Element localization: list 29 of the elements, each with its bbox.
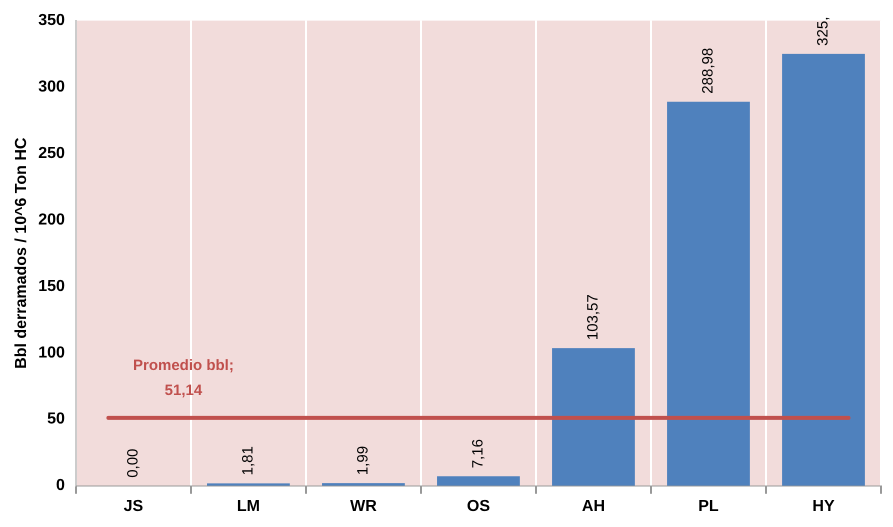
bar bbox=[667, 102, 750, 486]
data-label: 0,00 bbox=[124, 448, 142, 478]
data-label: 1,81 bbox=[240, 446, 257, 476]
x-tick-label: HY bbox=[812, 498, 835, 515]
y-tick-label: 300 bbox=[38, 78, 65, 96]
x-tick-label: LM bbox=[236, 498, 260, 515]
y-tick-label: 0 bbox=[56, 477, 65, 494]
bar bbox=[552, 348, 635, 486]
y-tick-label: 50 bbox=[47, 410, 65, 428]
x-tick-label: OS bbox=[466, 498, 490, 515]
y-tick-label: 350 bbox=[38, 12, 65, 30]
y-tick-label: 250 bbox=[38, 144, 65, 162]
bar bbox=[782, 54, 865, 486]
x-tick-label: PL bbox=[698, 498, 719, 515]
x-tick-label: AH bbox=[582, 498, 606, 515]
data-label: 288,98 bbox=[700, 48, 717, 94]
data-label: 1,99 bbox=[354, 446, 372, 476]
data-label: 7,16 bbox=[470, 439, 487, 468]
y-axis-title: Bbl derramados / 10^6 Ton HC bbox=[13, 137, 30, 369]
bar bbox=[437, 476, 520, 486]
y-tick-label: 150 bbox=[38, 278, 65, 295]
y-tick-label: 200 bbox=[38, 211, 65, 228]
x-tick-label: JS bbox=[124, 498, 144, 515]
data-label: 103,57 bbox=[584, 294, 602, 340]
x-tick-label: WR bbox=[350, 498, 378, 515]
ref-line-label: Promedio bbl; 51,14 bbox=[132, 356, 234, 399]
data-label: 325, bbox=[814, 16, 832, 46]
bar bbox=[322, 483, 405, 486]
y-tick-label: 100 bbox=[38, 344, 65, 362]
